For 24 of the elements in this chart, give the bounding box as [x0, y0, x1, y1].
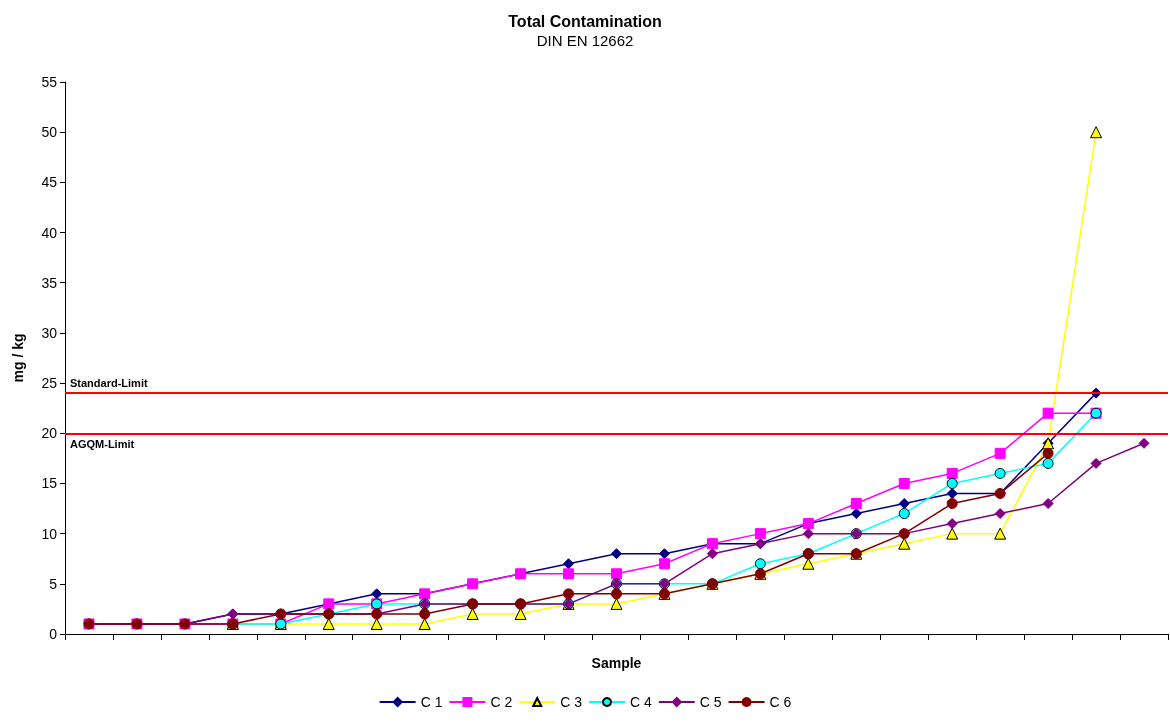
y-tick-label: 25 — [41, 375, 58, 392]
chart-subtitle: DIN EN 12662 — [536, 32, 634, 49]
y-tick-label: 20 — [41, 425, 58, 442]
y-tick-label: 50 — [41, 124, 58, 141]
y-tick-label: 0 — [49, 626, 58, 642]
y-tick-label: 15 — [41, 475, 58, 492]
legend-label: C 5 — [699, 694, 722, 710]
legend-label: C 3 — [560, 694, 583, 710]
ref-line-label: Standard-Limit — [70, 376, 148, 389]
ref-line-label: AGQM-Limit — [70, 437, 135, 450]
chart-title: Total Contamination — [508, 12, 662, 30]
y-tick-label: 40 — [41, 224, 58, 241]
y-tick-label: 55 — [41, 74, 58, 90]
legend-label: C 6 — [769, 694, 792, 710]
y-axis-title: mg / kg — [10, 333, 26, 383]
y-tick-label: 5 — [49, 575, 58, 592]
legend-label: C 1 — [420, 694, 443, 710]
y-tick-label: 45 — [41, 174, 58, 191]
legend-label: C 2 — [490, 694, 513, 710]
y-tick-label: 10 — [41, 525, 58, 542]
y-tick-label: 30 — [41, 324, 58, 341]
y-tick-label: 35 — [41, 274, 58, 291]
legend-label: C 4 — [630, 694, 652, 710]
x-axis-title: Sample — [591, 655, 642, 671]
